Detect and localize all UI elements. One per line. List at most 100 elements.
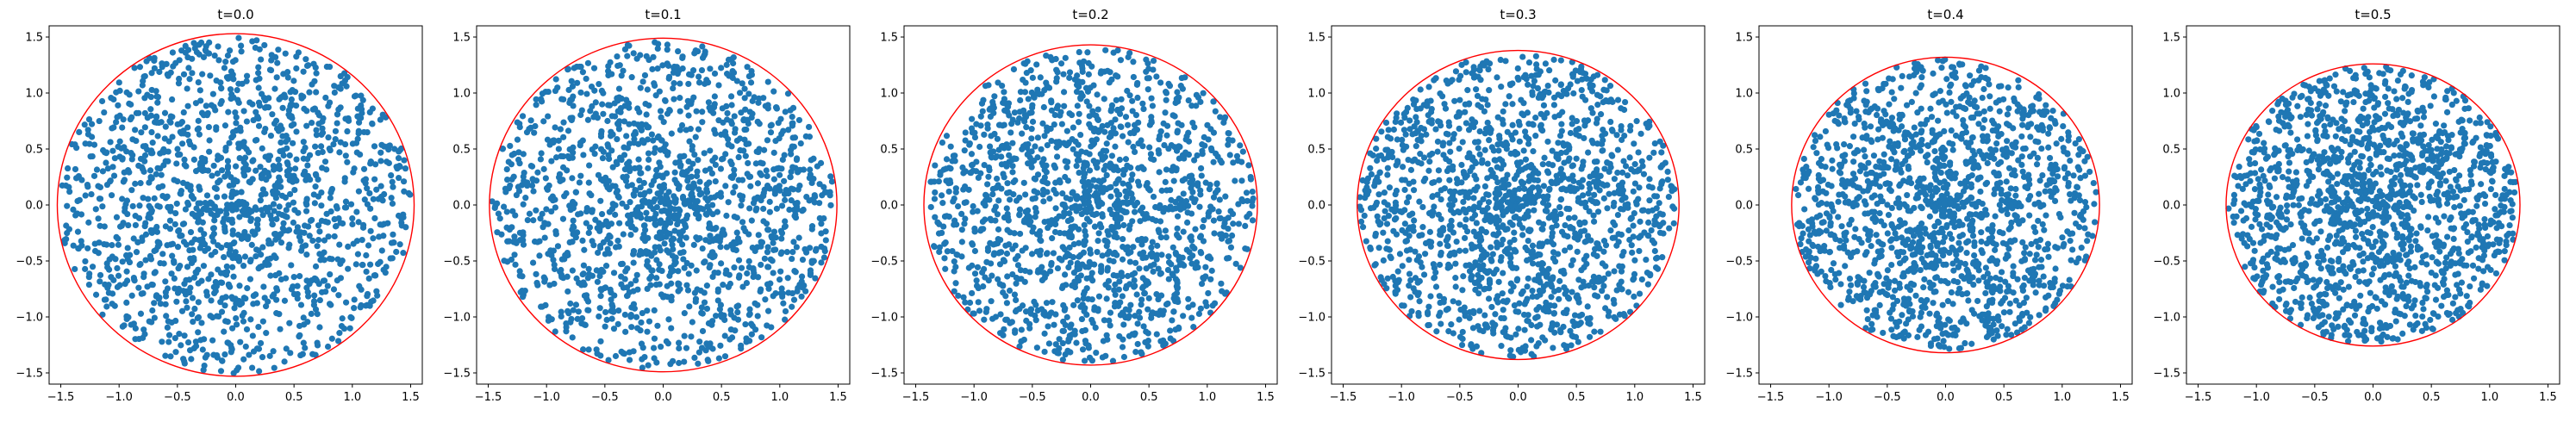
scatter-point [753, 205, 760, 212]
scatter-point [355, 219, 362, 226]
scatter-point [258, 90, 265, 97]
scatter-point [744, 270, 751, 277]
scatter-point [539, 90, 546, 97]
scatter-point [1156, 229, 1163, 236]
scatter-point [1197, 164, 1205, 172]
scatter-point [1009, 163, 1016, 170]
scatter-point [149, 307, 156, 314]
scatter-point [132, 127, 139, 133]
scatter-point [118, 145, 125, 152]
scatter-point [109, 242, 115, 249]
scatter-point [621, 276, 628, 282]
scatter-point [261, 41, 268, 49]
scatter-point [624, 145, 632, 152]
scatter-point [151, 314, 158, 321]
scatter-point [257, 339, 265, 347]
scatter-point [945, 188, 952, 195]
scatter-point [95, 215, 102, 222]
scatter-point [936, 248, 943, 256]
scatter-point [793, 244, 800, 251]
scatter-point [223, 206, 230, 214]
scatter-point [706, 179, 713, 186]
scatter-point [539, 210, 546, 217]
scatter-point [119, 124, 126, 131]
scatter-point [344, 127, 351, 135]
scatter-point [1182, 176, 1188, 183]
scatter-point [342, 152, 349, 159]
scatter-point [97, 195, 104, 202]
scatter-point [1001, 174, 1007, 181]
scatter-point [979, 108, 986, 115]
scatter-point [154, 94, 162, 101]
scatter-point [660, 294, 667, 301]
scatter-point [90, 172, 98, 179]
scatter-point [552, 328, 558, 335]
scatter-point [816, 200, 823, 207]
scatter-point [1115, 286, 1122, 293]
scatter-point [1095, 106, 1101, 113]
scatter-point [169, 49, 177, 56]
scatter-point [560, 133, 567, 140]
scatter-point [1600, 195, 1607, 202]
scatter-point [1182, 198, 1190, 205]
scatter-point [208, 251, 215, 258]
scatter-point [1076, 84, 1082, 90]
scatter-point [745, 140, 752, 147]
scatter-point [279, 225, 286, 232]
y-tick-label: −1.5 [870, 368, 898, 381]
scatter-point [540, 118, 547, 125]
scatter-point [284, 69, 291, 76]
scatter-point [739, 219, 746, 226]
scatter-point [387, 255, 394, 262]
scatter-point [1095, 198, 1103, 205]
scatter-point [84, 245, 91, 251]
scatter-point [214, 170, 221, 177]
scatter-point [1128, 190, 1135, 197]
scatter-point [1417, 86, 1424, 93]
scatter-point [576, 179, 583, 186]
scatter-point [666, 199, 673, 206]
scatter-point [772, 234, 779, 241]
scatter-point [637, 184, 644, 191]
scatter-point [274, 59, 281, 66]
scatter-point [1034, 171, 1042, 178]
scatter-point [1131, 208, 1138, 215]
scatter-point [1644, 281, 1651, 288]
scatter-point [951, 268, 957, 275]
scatter-point [253, 345, 261, 352]
scatter-point [624, 212, 632, 219]
scatter-point [749, 97, 756, 104]
scatter-point [322, 289, 329, 295]
scatter-point [1114, 177, 1121, 184]
scatter-point [1213, 180, 1220, 187]
scatter-point [120, 116, 127, 123]
scatter-point [190, 156, 197, 163]
scatter-point [723, 244, 730, 251]
scatter-point [184, 183, 191, 190]
scatter-point [184, 85, 190, 92]
scatter-point [360, 128, 367, 136]
scatter-point [670, 235, 677, 242]
scatter-point [256, 368, 263, 375]
scatter-point [269, 111, 276, 118]
scatter-point [570, 205, 577, 212]
scatter-point [654, 322, 661, 329]
scatter-point [772, 104, 780, 111]
scatter-point [358, 286, 365, 293]
scatter-point [1134, 340, 1141, 348]
scatter-point [727, 118, 734, 125]
scatter-point [299, 351, 306, 357]
scatter-point [141, 124, 148, 131]
scatter-point [342, 140, 349, 148]
scatter-point [978, 226, 985, 233]
scatter-point [294, 282, 301, 289]
scatter-point [1039, 186, 1047, 194]
scatter-point [652, 39, 658, 46]
scatter-point [658, 267, 665, 275]
scatter-points [927, 47, 1257, 364]
scatter-point [730, 69, 738, 77]
scatter-point [237, 338, 244, 345]
scatter-point [1138, 301, 1145, 308]
scatter-point [325, 233, 332, 240]
scatter-point [648, 273, 655, 280]
